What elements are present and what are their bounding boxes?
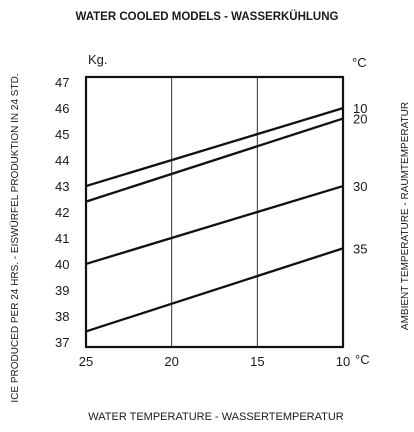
- y-tick-label-43: 43: [55, 179, 69, 194]
- y-tick-label-47: 47: [55, 75, 69, 90]
- y-tick-label-42: 42: [55, 205, 69, 220]
- x-tick-label-10: 10: [336, 354, 350, 369]
- y-tick-label-44: 44: [55, 153, 69, 168]
- x-axis-title: WATER TEMPERATURE - WASSERTEMPERATUR: [88, 411, 344, 423]
- plot-border: [84, 75, 345, 349]
- right-unit-label: °C: [352, 55, 367, 70]
- y-tick-label-41: 41: [55, 231, 69, 246]
- series-label-30: 30: [353, 179, 367, 194]
- right-axis-title: AMBIENT TEMPERATURE - RAUMTEMPERATUR: [400, 102, 411, 330]
- x-tick-label-20: 20: [164, 354, 178, 369]
- series-line-35: [85, 247, 344, 333]
- y-axis-title: ICE PRODUCED PER 24 HRS. - EISWÜRFEL PRO…: [9, 73, 21, 402]
- y-tick-label-39: 39: [55, 283, 69, 298]
- grid: [171, 77, 258, 347]
- series-line-20: [85, 117, 344, 203]
- plot-frame: [84, 75, 345, 349]
- y-tick-labels: 37 38 39 40 41 42 43 44 45 46 47: [55, 75, 69, 350]
- x-unit-label: °C: [355, 352, 370, 367]
- series-line-10: [85, 107, 344, 188]
- y-unit-label: Kg.: [88, 52, 108, 67]
- series-line-30: [85, 184, 344, 266]
- y-tick-label-45: 45: [55, 127, 69, 142]
- y-tick-label-38: 38: [55, 309, 69, 324]
- series-label-10: 10: [353, 101, 367, 116]
- series-label-35: 35: [353, 241, 367, 256]
- series-lines: [85, 107, 344, 333]
- x-tick-label-25: 25: [79, 354, 93, 369]
- chart-title: WATER COOLED MODELS - WASSERKÜHLUNG: [75, 10, 338, 23]
- y-tick-label-46: 46: [55, 101, 69, 116]
- y-tick-label-37: 37: [55, 335, 69, 350]
- x-tick-labels: 25 20 15 10: [79, 354, 350, 369]
- series-label-20: 20: [353, 112, 367, 127]
- y-tick-label-40: 40: [55, 257, 69, 272]
- x-tick-label-15: 15: [250, 354, 264, 369]
